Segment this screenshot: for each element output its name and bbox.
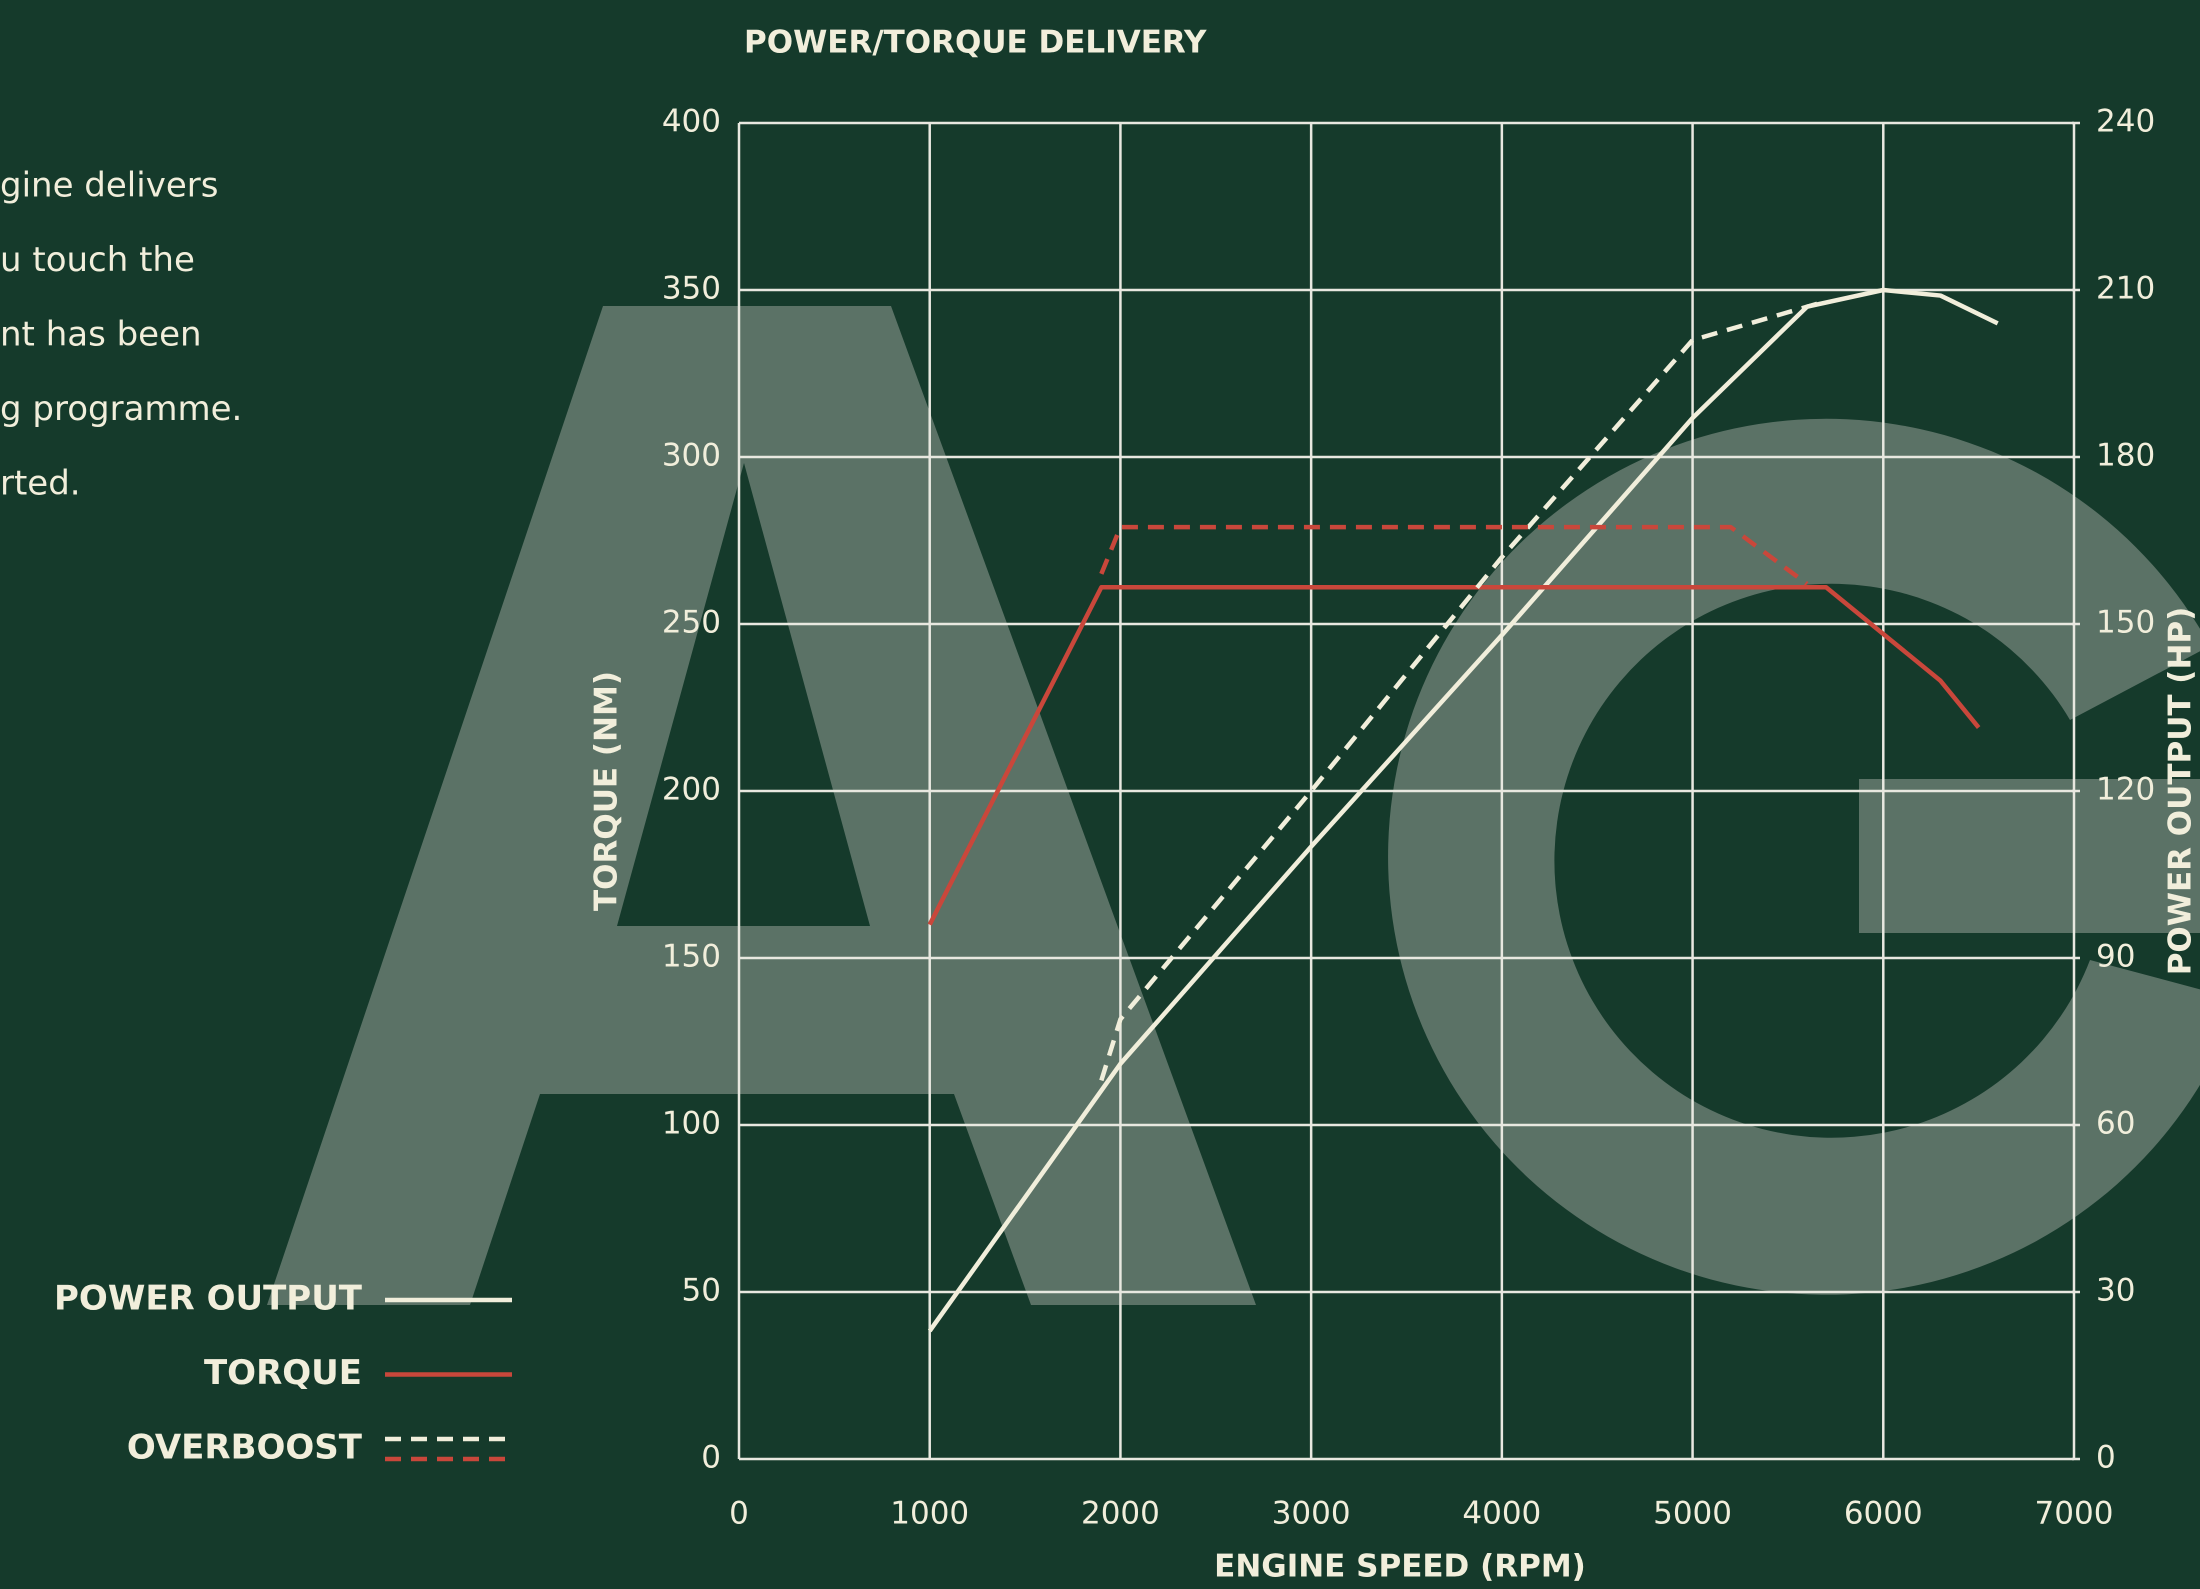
series-line bbox=[927, 585, 1981, 926]
side-text-line: u touch the bbox=[0, 240, 195, 280]
legend-label: TORQUE bbox=[204, 1353, 362, 1393]
side-text-line: rted. bbox=[0, 464, 81, 504]
series-line bbox=[1099, 524, 1809, 586]
x-axis-title: ENGINE SPEED (RPM) bbox=[1214, 1549, 1586, 1585]
legend-label: POWER OUTPUT bbox=[54, 1279, 363, 1319]
x-tick-label: 0 bbox=[729, 1496, 749, 1532]
y2-axis-title: POWER OUTPUT (HP) bbox=[2163, 607, 2199, 976]
y2-tick-label: 150 bbox=[2096, 605, 2155, 641]
y2-tick-label: 60 bbox=[2096, 1106, 2135, 1142]
y2-tick-label: 120 bbox=[2096, 772, 2155, 808]
legend-label: OVERBOOST bbox=[127, 1428, 363, 1468]
y-tick-label: 0 bbox=[701, 1440, 721, 1476]
y2-tick-label: 90 bbox=[2096, 939, 2135, 975]
x-tick-label: 2000 bbox=[1081, 1496, 1160, 1532]
y-tick-label: 200 bbox=[662, 772, 721, 808]
y-tick-label: 250 bbox=[662, 605, 721, 641]
y-axis-title: TORQUE (NM) bbox=[589, 671, 625, 911]
series-line bbox=[1099, 298, 1827, 1082]
y2-tick-label: 30 bbox=[2096, 1273, 2135, 1309]
y2-tick-label: 0 bbox=[2096, 1440, 2116, 1476]
x-tick-label: 1000 bbox=[890, 1496, 969, 1532]
watermark bbox=[267, 306, 2200, 1305]
y-tick-label: 350 bbox=[662, 271, 721, 307]
y-tick-label: 50 bbox=[682, 1273, 721, 1309]
series-line bbox=[927, 287, 1999, 1333]
y-tick-label: 300 bbox=[662, 438, 721, 474]
side-text-line: nt has been bbox=[0, 315, 202, 355]
side-text: gine delivers u touch the nt has been g pro… bbox=[0, 166, 242, 504]
x-tick-label: 4000 bbox=[1462, 1496, 1541, 1532]
chart-title: POWER/TORQUE DELIVERY bbox=[744, 25, 1207, 61]
y-tick-label: 100 bbox=[662, 1106, 721, 1142]
y2-tick-label: 240 bbox=[2096, 104, 2155, 140]
y-tick-label: 400 bbox=[662, 104, 721, 140]
y2-tick-label: 210 bbox=[2096, 271, 2155, 307]
x-tick-label: 6000 bbox=[1844, 1496, 1923, 1532]
x-tick-label: 3000 bbox=[1272, 1496, 1351, 1532]
side-text-line: gine delivers bbox=[0, 166, 218, 206]
y-tick-label: 150 bbox=[662, 939, 721, 975]
x-tick-label: 5000 bbox=[1653, 1496, 1732, 1532]
x-tick-label: 7000 bbox=[2035, 1496, 2114, 1532]
y2-tick-label: 180 bbox=[2096, 438, 2155, 474]
side-text-line: g programme. bbox=[0, 389, 242, 429]
